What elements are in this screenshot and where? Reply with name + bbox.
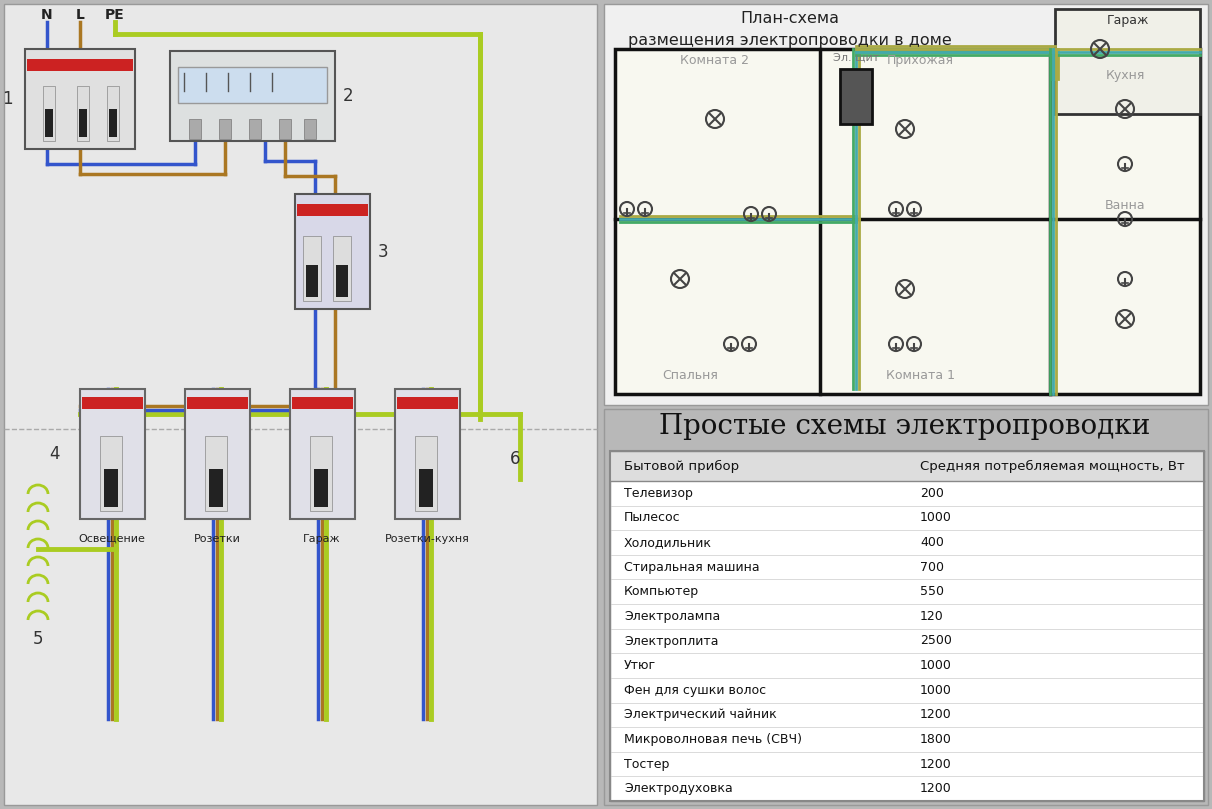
Text: 1000: 1000 <box>920 684 951 697</box>
Text: 1200: 1200 <box>920 782 951 795</box>
Bar <box>304 119 316 139</box>
Bar <box>27 59 133 71</box>
Text: 1200: 1200 <box>920 757 951 771</box>
Bar <box>297 204 368 216</box>
Bar <box>101 436 122 511</box>
Bar <box>27 59 133 71</box>
Bar <box>219 119 231 139</box>
Text: 200: 200 <box>920 487 944 500</box>
Bar <box>604 4 1208 405</box>
Bar <box>80 389 145 519</box>
Text: Средняя потребляемая мощность, Вт: Средняя потребляемая мощность, Вт <box>920 460 1184 472</box>
Text: 3: 3 <box>378 243 389 261</box>
Bar <box>170 51 335 141</box>
Bar <box>109 109 118 137</box>
Bar <box>4 4 598 805</box>
Bar <box>604 409 1208 805</box>
Text: Простые схемы электропроводки: Простые схемы электропроводки <box>659 413 1150 440</box>
Text: Электрический чайник: Электрический чайник <box>624 709 777 722</box>
Text: Комната 1: Комната 1 <box>886 369 955 382</box>
Bar <box>314 469 328 507</box>
Text: Освещение: Освещение <box>79 534 145 544</box>
Text: Холодильник: Холодильник <box>624 536 711 549</box>
Bar <box>279 119 291 139</box>
Text: 4: 4 <box>50 445 61 463</box>
Text: 400: 400 <box>920 536 944 549</box>
Bar <box>336 265 348 297</box>
Bar <box>614 49 1200 394</box>
Text: N: N <box>41 8 53 22</box>
Text: L: L <box>75 8 85 22</box>
Text: Комната 2: Комната 2 <box>680 54 749 67</box>
Text: Утюг: Утюг <box>624 659 656 672</box>
Text: Фен для сушки волос: Фен для сушки волос <box>624 684 766 697</box>
Text: Прихожая: Прихожая <box>886 54 954 67</box>
Bar <box>248 119 261 139</box>
Bar <box>610 451 1204 481</box>
Bar <box>45 109 53 137</box>
Bar <box>290 389 355 519</box>
Text: Электролампа: Электролампа <box>624 610 720 623</box>
Bar <box>107 86 119 141</box>
Bar <box>610 451 1204 801</box>
Text: 1000: 1000 <box>920 511 951 524</box>
Text: Тостер: Тостер <box>624 757 669 771</box>
Text: 550: 550 <box>920 585 944 599</box>
Bar <box>310 436 332 511</box>
Text: Бытовой прибор: Бытовой прибор <box>624 460 739 472</box>
Text: Стиральная машина: Стиральная машина <box>624 561 760 574</box>
Bar <box>610 451 1204 801</box>
Bar <box>78 86 88 141</box>
Text: Телевизор: Телевизор <box>624 487 693 500</box>
Text: 1000: 1000 <box>920 659 951 672</box>
Text: Электроплита: Электроплита <box>624 634 719 647</box>
Bar <box>205 436 227 511</box>
Bar <box>333 236 351 301</box>
Bar <box>104 469 118 507</box>
Bar <box>189 119 201 139</box>
Text: Пылесос: Пылесос <box>624 511 681 524</box>
Bar <box>303 236 321 301</box>
Text: 2: 2 <box>343 87 354 105</box>
Bar <box>25 49 135 149</box>
Text: 1200: 1200 <box>920 709 951 722</box>
Bar <box>415 436 438 511</box>
Text: PE: PE <box>105 8 125 22</box>
Text: Кухня: Кухня <box>1105 69 1144 82</box>
Text: Компьютер: Компьютер <box>624 585 699 599</box>
Text: 120: 120 <box>920 610 944 623</box>
Bar <box>398 397 458 409</box>
Bar <box>295 194 370 309</box>
Text: Гараж: Гараж <box>303 534 341 544</box>
Text: Электродуховка: Электродуховка <box>624 782 733 795</box>
Text: План-схема
размещения электропроводки в доме: План-схема размещения электропроводки в … <box>628 11 951 49</box>
Text: Розетки-кухня: Розетки-кухня <box>384 534 469 544</box>
Text: 700: 700 <box>920 561 944 574</box>
Text: Розетки: Розетки <box>194 534 240 544</box>
Text: Ванна: Ванна <box>1104 199 1145 212</box>
Bar <box>305 265 318 297</box>
Text: Гараж: Гараж <box>1107 14 1149 27</box>
Bar <box>185 389 250 519</box>
Text: 1800: 1800 <box>920 733 951 746</box>
Bar <box>292 397 353 409</box>
Text: 6: 6 <box>510 450 520 468</box>
Bar <box>208 469 223 507</box>
Text: Спальня: Спальня <box>662 369 718 382</box>
Bar <box>82 397 143 409</box>
Bar <box>187 397 248 409</box>
Text: 1: 1 <box>2 90 13 108</box>
Text: 5: 5 <box>33 630 44 648</box>
Text: Микроволновая печь (СВЧ): Микроволновая печь (СВЧ) <box>624 733 802 746</box>
Bar <box>178 67 327 103</box>
Bar <box>79 109 87 137</box>
Bar <box>1054 9 1200 114</box>
Text: Эл. щит: Эл. щит <box>833 53 879 63</box>
Bar <box>42 86 55 141</box>
Bar <box>840 69 871 124</box>
Text: 2500: 2500 <box>920 634 951 647</box>
Bar <box>395 389 461 519</box>
Bar <box>419 469 433 507</box>
